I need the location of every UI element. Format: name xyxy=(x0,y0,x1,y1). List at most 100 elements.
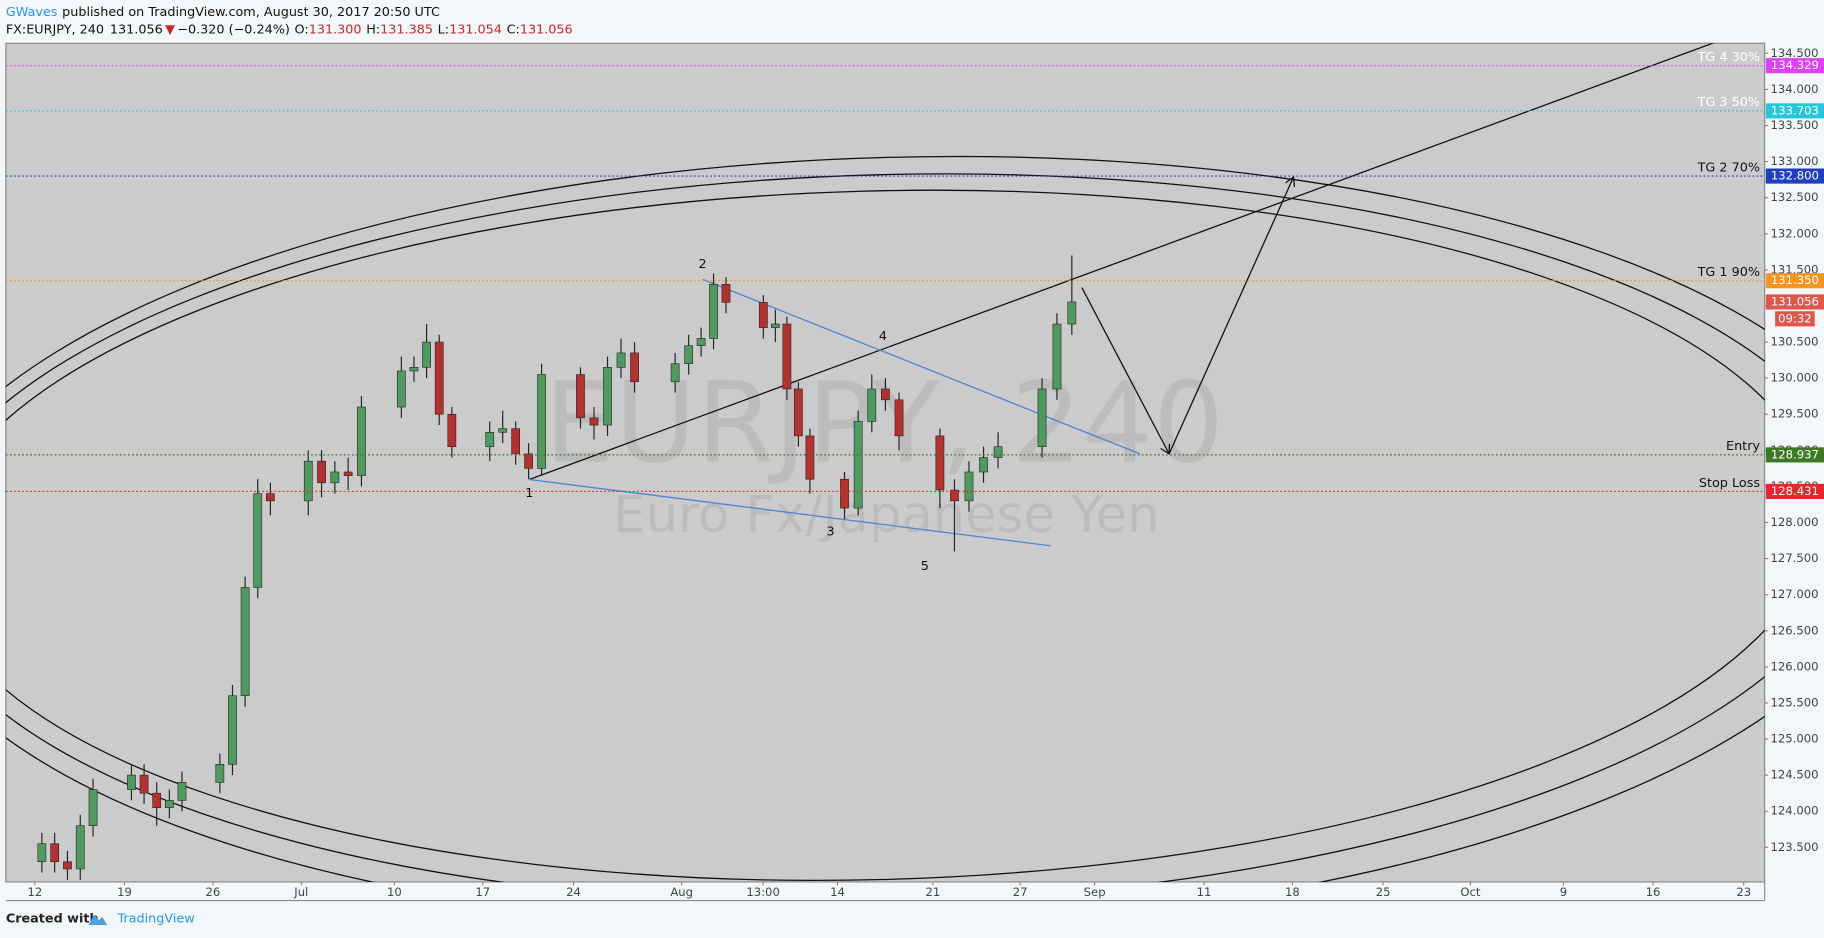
ohlc-value: 131.300 xyxy=(309,22,362,37)
candle-body xyxy=(853,421,863,509)
author[interactable]: GWaves xyxy=(6,4,58,19)
wave-label: 3 xyxy=(827,524,835,539)
level-price: 128.431 xyxy=(1771,484,1819,498)
y-tick-label: 123.500 xyxy=(1770,840,1818,854)
y-tick-label: 133.000 xyxy=(1770,154,1818,168)
level-price-box xyxy=(1765,168,1824,184)
x-tick-label: Aug xyxy=(670,885,693,899)
level-price-box xyxy=(1765,58,1824,74)
candle-body xyxy=(524,453,533,469)
footer-brand[interactable]: TradingView xyxy=(116,912,194,927)
candle-body xyxy=(498,428,508,433)
trend-line xyxy=(529,43,1715,481)
level-price: 133.703 xyxy=(1771,103,1819,117)
x-tick-label: 17 xyxy=(475,885,490,899)
candle-body xyxy=(840,478,849,509)
ohlc-label: C: xyxy=(507,22,520,37)
y-tick-label: 124.000 xyxy=(1770,804,1818,818)
x-tick-label: 25 xyxy=(1376,885,1391,899)
x-tick-label: 10 xyxy=(387,885,402,899)
ohlc-value: 131.385 xyxy=(380,22,433,37)
level-label: TG 4 30% xyxy=(1697,50,1760,65)
wave-label: 1 xyxy=(525,486,533,501)
level-label: TG 3 50% xyxy=(1697,95,1760,110)
y-tick-label: 132.000 xyxy=(1770,226,1818,240)
published: published on TradingView.com, August 30,… xyxy=(62,4,440,19)
candle-body xyxy=(50,843,60,863)
x-tick-label: Jul xyxy=(293,885,308,899)
x-tick-label: 14 xyxy=(830,885,845,899)
y-tick-label: 134.500 xyxy=(1770,46,1818,60)
y-tick-label: 134.000 xyxy=(1770,82,1818,96)
x-tick-label: 9 xyxy=(1560,885,1567,899)
candle-body xyxy=(164,800,174,808)
last-price-box xyxy=(1765,294,1824,310)
y-tick-label: 127.500 xyxy=(1770,551,1818,565)
level-price: 134.329 xyxy=(1771,58,1819,72)
symbol: FX:EURJPY, 240 xyxy=(6,22,104,37)
candle-body xyxy=(240,587,250,697)
candle-body xyxy=(409,367,419,372)
y-tick-label: 128.000 xyxy=(1770,515,1818,529)
y-tick-label: 125.500 xyxy=(1770,695,1818,709)
candle-body xyxy=(357,406,366,476)
watermark: EURJPY, 240 xyxy=(544,358,1224,488)
candle-body xyxy=(709,284,718,339)
candle-body xyxy=(935,435,945,491)
candle-body xyxy=(63,861,72,870)
x-tick-label: 21 xyxy=(926,885,941,899)
candle-body xyxy=(758,302,768,328)
last: 131.056 xyxy=(110,22,163,37)
candle-body xyxy=(603,367,612,426)
x-tick-label: 19 xyxy=(117,885,132,899)
candle-body xyxy=(950,489,959,502)
x-tick-label: Oct xyxy=(1460,885,1481,899)
candle-body xyxy=(317,460,326,484)
level-label: Entry xyxy=(1726,439,1760,454)
ohlc-value: 131.056 xyxy=(520,22,573,37)
y-tick-label: 130.500 xyxy=(1770,335,1818,349)
y-tick-label: 129.500 xyxy=(1770,407,1818,421)
ellipse xyxy=(5,189,1765,882)
candle-body xyxy=(343,471,353,476)
projection-arrow xyxy=(1168,177,1293,455)
candle-body xyxy=(215,764,225,783)
level-price: 128.937 xyxy=(1771,447,1819,461)
drawings xyxy=(5,43,1765,882)
y-tick-label: 127.000 xyxy=(1770,587,1818,601)
x-tick-label: 23 xyxy=(1736,885,1751,899)
candle-body xyxy=(434,341,444,415)
candle-body xyxy=(894,399,904,437)
candle-body xyxy=(1052,323,1062,390)
candle-body xyxy=(485,431,495,448)
candle-body xyxy=(616,352,626,368)
level-label: Stop Loss xyxy=(1699,476,1760,491)
price-axis xyxy=(1764,43,1824,901)
candle-body xyxy=(867,388,877,422)
candle-body xyxy=(1067,301,1077,325)
candle-body xyxy=(993,446,1003,458)
countdown-box xyxy=(1775,311,1815,327)
ohlc-label: H: xyxy=(366,22,380,37)
candle-body xyxy=(139,774,149,794)
candle-body xyxy=(330,471,340,484)
trend-line xyxy=(702,278,1141,455)
candle-body xyxy=(152,792,162,808)
ohlc-label: O: xyxy=(295,22,309,37)
countdown: 09:32 xyxy=(1778,311,1812,325)
candle-body xyxy=(537,374,546,469)
footer-created: Created with xyxy=(6,912,99,927)
candle-body xyxy=(266,493,275,502)
candle-body xyxy=(303,460,313,502)
wave-label: 2 xyxy=(699,257,707,272)
x-tick-label: 24 xyxy=(566,885,581,899)
candle-body xyxy=(228,695,237,765)
candle-body xyxy=(805,435,815,480)
level-price-box xyxy=(1765,273,1824,289)
level-price: 131.350 xyxy=(1771,273,1819,287)
level-label: TG 1 90% xyxy=(1697,265,1760,280)
y-tick-label: 133.500 xyxy=(1770,118,1818,132)
ellipse xyxy=(5,155,1765,882)
